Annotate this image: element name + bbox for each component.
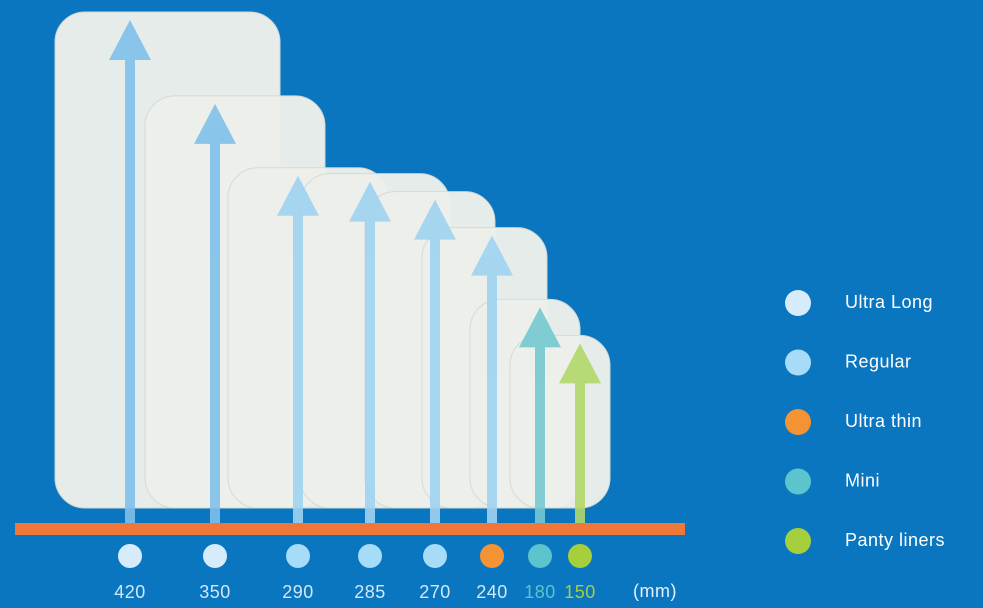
legend-dot: [785, 409, 811, 435]
arrow: [559, 343, 601, 523]
arrow-shaft: [575, 381, 585, 523]
arrow: [349, 181, 391, 523]
arrow-shaft: [535, 345, 545, 523]
dot: [118, 544, 142, 568]
dot: [423, 544, 447, 568]
arrow: [519, 307, 561, 523]
arrow-shaft: [293, 213, 303, 523]
arrow-head: [559, 343, 601, 384]
value-label: 270: [419, 582, 451, 602]
value-label: 420: [114, 582, 146, 602]
value-label: 150: [564, 582, 596, 602]
unit: (mm): [633, 581, 677, 601]
arrow-shaft: [487, 273, 497, 523]
arrow-shaft: [210, 141, 220, 524]
arrow-head: [277, 175, 319, 216]
legend-label: Regular: [845, 351, 912, 371]
arrow-shaft: [365, 219, 375, 523]
arrow: [277, 175, 319, 523]
legend-label: Mini: [845, 470, 880, 490]
value-label: 290: [282, 582, 314, 602]
arrow: [109, 20, 151, 523]
arrow-shaft: [430, 237, 440, 523]
dot: [568, 544, 592, 568]
baseline: [15, 523, 685, 535]
legend-dot: [785, 290, 811, 316]
pads: [54, 11, 611, 509]
arrow: [194, 103, 236, 524]
arrow: [414, 199, 456, 523]
arrow-head: [349, 181, 391, 222]
arrow-head: [194, 103, 236, 144]
legend-dot: [785, 528, 811, 554]
legend-label: Ultra Long: [845, 292, 933, 312]
arrow-head: [414, 199, 456, 240]
legend-label: Panty liners: [845, 530, 945, 550]
dot: [358, 544, 382, 568]
legend-label: Ultra thin: [845, 411, 922, 431]
arrow-head: [471, 235, 513, 276]
dot: [528, 544, 552, 568]
value-label: 285: [354, 582, 386, 602]
value-label: 180: [524, 582, 556, 602]
arrow-shaft: [125, 58, 135, 523]
dot: [203, 544, 227, 568]
legend-dot: [785, 349, 811, 376]
value-label: 240: [476, 582, 508, 602]
arrow: [471, 235, 513, 523]
pad: [509, 334, 611, 509]
dot: [480, 544, 504, 568]
dot: [286, 544, 310, 568]
arrow-head: [519, 307, 561, 348]
arrow-head: [109, 20, 151, 60]
legend-dot: [785, 468, 811, 495]
value-label: 350: [199, 582, 231, 602]
